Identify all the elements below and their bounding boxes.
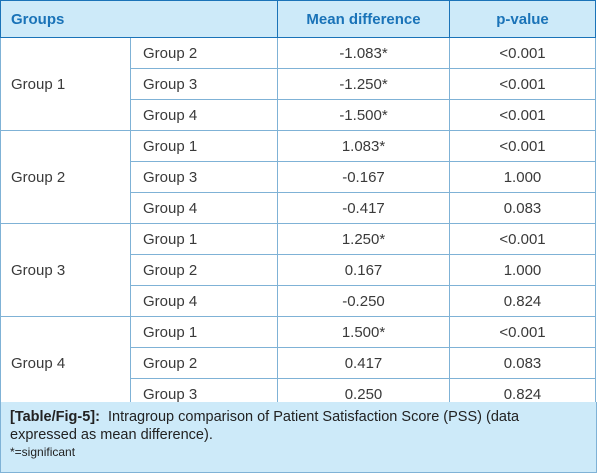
group-cell: Group 1 — [0, 37, 131, 131]
mean-difference-cell: 1.250* — [277, 223, 450, 255]
p-value-cell: <0.001 — [449, 223, 596, 255]
table-body: Group 1 Group 2 -1.083* <0.001 Group 3 -1.250… — [0, 37, 596, 410]
mean-difference-cell: -1.250* — [277, 68, 450, 100]
p-value-cell: 0.083 — [449, 347, 596, 379]
mean-difference-cell: 0.417 — [277, 347, 450, 379]
table-row: Group 2 0.417 0.083 — [1, 347, 596, 379]
p-value-cell: 1.000 — [449, 161, 596, 193]
p-value-cell: <0.001 — [449, 316, 596, 348]
caption-text: Intragroup comparison of Patient Satisfa… — [10, 409, 520, 443]
compare-group-cell: Group 2 — [130, 254, 278, 286]
compare-group-cell: Group 4 — [130, 192, 278, 224]
group-cell: Group 2 — [0, 130, 131, 224]
table-row: Group 4 Group 1 1.500* <0.001 — [0, 316, 596, 410]
mean-difference-cell: -0.250 — [277, 285, 450, 317]
caption-label: [Table/Fig-5]: — [10, 409, 100, 425]
group-cell: Group 4 — [0, 316, 131, 410]
compare-group-cell: Group 1 — [130, 316, 278, 348]
p-value-cell: 0.824 — [449, 285, 596, 317]
table-row: Group 4 -0.417 0.083 — [1, 192, 596, 224]
compare-group-cell: Group 2 — [130, 347, 278, 379]
table-row: Group 3 -1.250* <0.001 — [1, 68, 596, 100]
table-row: Group 1 Group 2 -1.083* <0.001 — [0, 37, 596, 131]
header-row: Groups Mean difference p-value — [0, 0, 596, 38]
table-row: Group 3 -0.167 1.000 — [1, 161, 596, 193]
compare-group-cell: Group 2 — [130, 37, 278, 69]
compare-group-cell: Group 4 — [130, 285, 278, 317]
mean-difference-cell: -0.417 — [277, 192, 450, 224]
mean-difference-cell: 0.167 — [277, 254, 450, 286]
table-row: Group 4 -0.250 0.824 — [1, 285, 596, 317]
p-value-cell: <0.001 — [449, 68, 596, 100]
compare-group-cell: Group 1 — [130, 130, 278, 162]
mean-difference-cell: -1.500* — [277, 99, 450, 131]
p-value-cell: 1.000 — [449, 254, 596, 286]
p-value-cell: 0.083 — [449, 192, 596, 224]
mean-difference-cell: 1.500* — [277, 316, 450, 348]
caption-note: *=significant — [10, 445, 76, 459]
header-groups: Groups — [0, 0, 131, 38]
p-value-cell: <0.001 — [449, 99, 596, 131]
p-value-cell: <0.001 — [449, 37, 596, 69]
compare-group-cell: Group 4 — [130, 99, 278, 131]
mean-difference-cell: -0.167 — [277, 161, 450, 193]
table-row: Group 2 Group 1 1.083* <0.001 — [0, 130, 596, 224]
table-row: Group 3 Group 1 1.250* <0.001 — [0, 223, 596, 317]
table-caption: [Table/Fig-5]: Intragroup comparison of … — [0, 402, 597, 473]
header-blank — [130, 0, 278, 38]
compare-group-cell: Group 3 — [130, 68, 278, 100]
mean-difference-cell: 1.083* — [277, 130, 450, 162]
comparison-table: Groups Mean difference p-value Group 1 Gr… — [0, 0, 596, 410]
compare-group-cell: Group 3 — [130, 161, 278, 193]
compare-group-cell: Group 1 — [130, 223, 278, 255]
mean-difference-cell: -1.083* — [277, 37, 450, 69]
group-cell: Group 3 — [0, 223, 131, 317]
p-value-cell: <0.001 — [449, 130, 596, 162]
header-mean-difference: Mean difference — [277, 0, 450, 38]
table-row: Group 2 0.167 1.000 — [1, 254, 596, 286]
header-p-value: p-value — [449, 0, 596, 38]
table-row: Group 4 -1.500* <0.001 — [1, 99, 596, 131]
